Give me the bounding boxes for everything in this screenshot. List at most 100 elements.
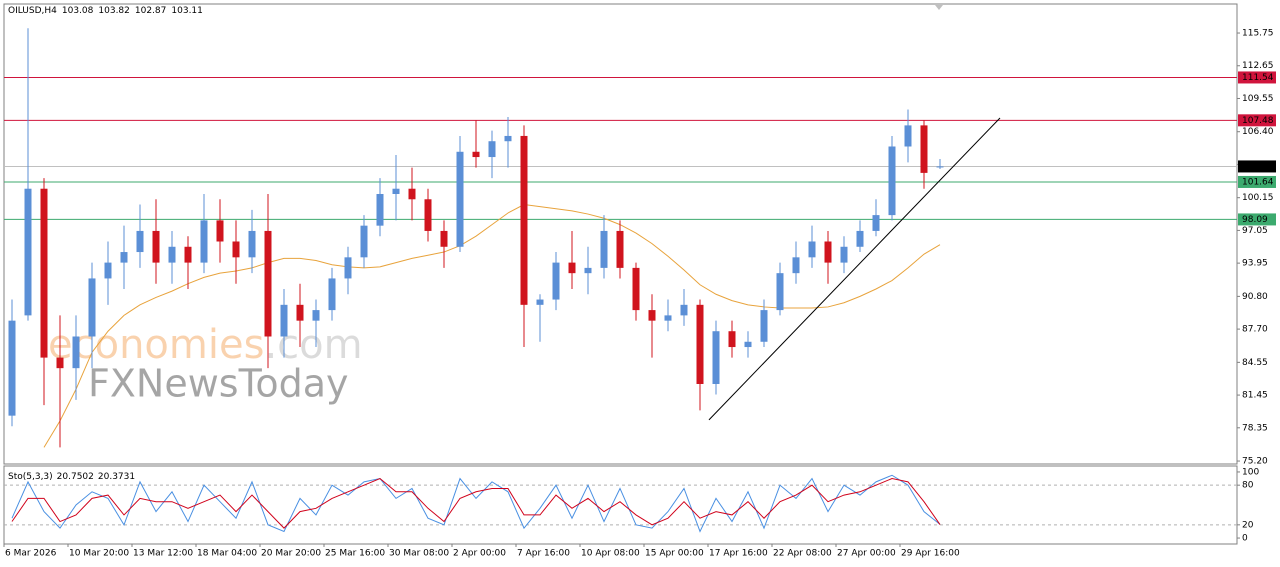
stoch-line <box>11 477 941 529</box>
y-tick-label: 109.55 <box>1242 94 1274 104</box>
stoch-main-value: 20.7502 <box>57 472 94 482</box>
candle-body <box>136 230 144 253</box>
moving-average <box>43 204 941 448</box>
x-tick-label: 22 Apr 08:00 <box>773 549 832 559</box>
candle-body <box>40 188 48 358</box>
candle-body <box>712 331 720 384</box>
y-tick-label: 90.80 <box>1242 292 1268 302</box>
y-tick-label: 78.35 <box>1242 423 1268 433</box>
candle-body <box>72 336 80 369</box>
candle-body <box>8 320 16 416</box>
candle-body <box>472 151 480 158</box>
y-tick-label: 112.65 <box>1242 61 1274 71</box>
candle-body <box>888 146 896 216</box>
candle-body <box>920 125 928 173</box>
candle-body <box>856 230 864 247</box>
candle-body <box>56 357 64 369</box>
candle-body <box>24 188 32 316</box>
candle-body <box>808 241 816 258</box>
indicator-frame <box>3 465 1238 545</box>
candle-body <box>904 125 912 147</box>
candle-body <box>408 188 416 200</box>
symbol: OILUSD,H4 <box>8 6 57 16</box>
stoch-name: Sto(5,3,3) <box>8 472 53 482</box>
candle-body <box>312 310 320 321</box>
y-tick-label: 87.70 <box>1242 325 1268 335</box>
x-tick-label: 29 Apr 16:00 <box>901 549 960 559</box>
candle-body <box>216 220 224 242</box>
level-label-bg <box>1238 114 1276 127</box>
y-tick-label: 75.20 <box>1242 457 1268 467</box>
y-tick-label: 84.55 <box>1242 358 1268 368</box>
candle-body <box>264 230 272 337</box>
stoch-signal-value: 20.3731 <box>98 472 135 482</box>
trendline <box>708 117 1001 421</box>
candle-body <box>440 230 448 247</box>
x-tick-label: 17 Apr 16:00 <box>709 549 768 559</box>
level-label-bg <box>1238 213 1276 226</box>
x-tick-label: 15 Apr 00:00 <box>645 549 704 559</box>
candle-body <box>744 341 752 348</box>
candle-body <box>504 135 512 142</box>
y-tick-label: 100.15 <box>1242 193 1274 203</box>
watermark-part: economies <box>48 322 264 368</box>
candle-body <box>520 135 528 305</box>
x-tick-label: 20 Mar 20:00 <box>261 549 321 559</box>
stoch-tick-label: 80 <box>1242 481 1254 491</box>
candle-body <box>696 304 704 384</box>
candle-body <box>664 315 672 321</box>
x-tick-label: 7 Apr 16:00 <box>517 549 570 559</box>
candle-body <box>248 230 256 258</box>
candle-body <box>232 241 240 258</box>
candle-body <box>184 246 192 263</box>
candle-body <box>120 252 128 263</box>
x-tick-label: 10 Apr 08:00 <box>581 549 640 559</box>
level-label: 98.09 <box>1242 215 1268 225</box>
candle-body <box>456 151 464 247</box>
candle-body <box>344 257 352 279</box>
stoch-tick-label: 20 <box>1242 520 1254 530</box>
open-price: 103.08 <box>61 6 94 16</box>
candle-body <box>568 262 576 274</box>
candle-body <box>152 230 160 263</box>
x-tick-label: 6 Mar 2026 <box>5 549 57 559</box>
low-price: 102.87 <box>134 6 167 16</box>
candle-body <box>88 278 96 337</box>
candle-body <box>792 257 800 274</box>
x-tick-label: 10 Mar 20:00 <box>69 549 129 559</box>
y-tick-label: 81.45 <box>1242 391 1268 401</box>
candle-body <box>200 220 208 263</box>
candle-body <box>552 262 560 300</box>
x-tick-label: 30 Mar 08:00 <box>389 549 449 559</box>
candle-body <box>104 262 112 279</box>
candle-body <box>168 246 176 263</box>
x-tick-label: 18 Mar 04:00 <box>197 549 257 559</box>
y-tick-label: 93.95 <box>1242 259 1268 269</box>
candle-body <box>280 304 288 337</box>
y-tick-label: 106.40 <box>1242 127 1274 137</box>
level-label-bg <box>1238 175 1276 188</box>
candle-body <box>648 310 656 321</box>
high-price: 103.82 <box>98 6 130 16</box>
x-tick-label: 27 Apr 00:00 <box>837 549 896 559</box>
y-tick-label: 97.05 <box>1242 226 1268 236</box>
candle-body <box>840 246 848 263</box>
candle-body <box>728 331 736 348</box>
y-tick-label: 115.75 <box>1242 29 1274 39</box>
level-label: 103.11 <box>1242 162 1274 172</box>
candle-body <box>392 188 400 194</box>
candle-body <box>296 304 304 321</box>
shift-marker <box>935 5 943 10</box>
x-tick-label: 25 Mar 16:00 <box>325 549 385 559</box>
level-label: 101.64 <box>1242 177 1274 187</box>
candle-body <box>584 267 592 274</box>
level-label-bg <box>1238 160 1276 173</box>
level-label-bg <box>1238 71 1276 84</box>
stoch-tick-label: 0 <box>1242 534 1248 544</box>
candle-body <box>328 278 336 311</box>
candle-body <box>936 166 944 168</box>
x-tick-label: 2 Apr 00:00 <box>453 549 506 559</box>
candle-body <box>600 230 608 268</box>
candle-body <box>616 230 624 268</box>
